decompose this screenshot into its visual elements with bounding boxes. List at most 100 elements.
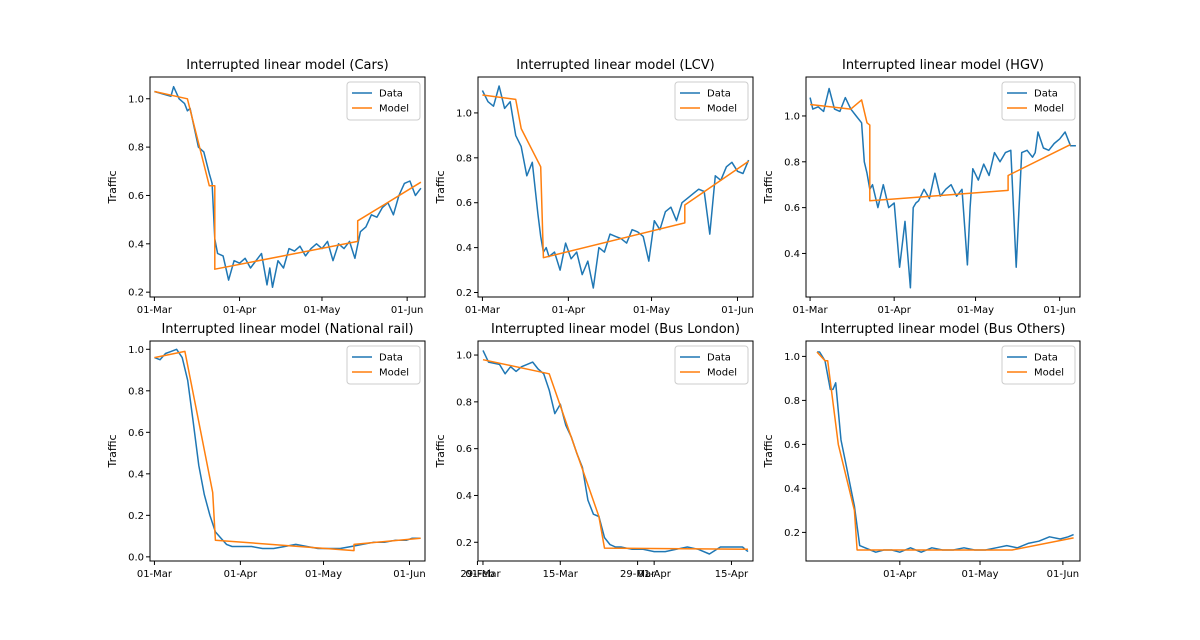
y-tick-label: 0.2	[128, 511, 144, 522]
x-tick-label: 01-Jun	[721, 305, 754, 316]
plot-frame	[477, 340, 754, 562]
chart-panel-2: Interrupted linear model (LCV) Traffic 0.2…	[434, 58, 754, 316]
x-tick-label: 01-May	[305, 569, 342, 580]
legend-label: Data	[1034, 353, 1058, 364]
x-tick-label: 01-Jun	[1043, 305, 1076, 316]
series-line-data	[482, 350, 749, 555]
plot-frame	[149, 76, 426, 298]
y-tick-label: 1.0	[456, 108, 472, 119]
legend: Data Model	[1001, 345, 1076, 385]
x-tick-label: 01-Apr	[224, 569, 258, 580]
y-axis-label: Traffic	[106, 170, 119, 204]
series-line-model	[154, 90, 422, 270]
y-axis-label: Traffic	[434, 434, 447, 468]
chart-title: Interrupted linear model (Bus London)	[491, 322, 740, 337]
plot-frame	[477, 76, 754, 298]
series-line-model	[482, 94, 750, 259]
legend-box	[1001, 81, 1076, 121]
y-tick-label: 1.0	[128, 94, 144, 105]
legend-box	[346, 81, 421, 121]
x-tick-label: 01-May	[957, 305, 994, 316]
legend-label: Data	[707, 89, 731, 100]
x-tick-label: 01-Mar	[465, 569, 501, 580]
x-tick-label: 01-Jun	[391, 305, 424, 316]
legend: Data Model	[1001, 81, 1076, 121]
y-tick-label: 0.4	[128, 239, 144, 250]
y-tick-label: 0.2	[456, 538, 472, 549]
chart-panel-5: Interrupted linear model (Bus London) Tra…	[434, 322, 754, 580]
x-tick-label: 01-Jun	[1047, 569, 1080, 580]
legend: Data Model	[346, 345, 421, 385]
y-axis-label: Traffic	[434, 170, 447, 204]
x-tick-label: 15-Apr	[715, 569, 749, 580]
x-tick-label: 01-Apr	[223, 305, 257, 316]
plot-frame	[805, 76, 1081, 298]
legend-label: Model	[1034, 368, 1064, 379]
y-tick-label: 0.8	[128, 143, 144, 154]
x-tick-label: 01-Apr	[877, 305, 911, 316]
legend-label: Model	[1034, 104, 1064, 115]
series-line-model	[154, 350, 421, 552]
y-tick-label: 0.4	[456, 243, 472, 254]
legend: Data Model	[346, 81, 421, 121]
y-tick-label: 0.6	[784, 203, 800, 214]
series-line-model	[810, 99, 1071, 202]
chart-panel-3: Interrupted linear model (HGV) Traffic 0.4…	[762, 58, 1081, 316]
y-tick-label: 0.0	[128, 552, 144, 563]
y-tick-label: 0.4	[456, 491, 472, 502]
x-tick-label: 29-Feb	[460, 569, 494, 580]
legend-label: Model	[379, 104, 409, 115]
x-tick-label: 01-Jun	[393, 569, 426, 580]
x-tick-label: 01-May	[962, 569, 999, 580]
y-tick-label: 0.2	[456, 288, 472, 299]
legend-box	[1001, 345, 1076, 385]
x-tick-label: 01-Apr	[883, 569, 917, 580]
series-line-model	[482, 358, 749, 551]
legend-box	[674, 81, 749, 121]
x-tick-label: 01-Mar	[792, 305, 828, 316]
y-tick-label: 0.8	[784, 157, 800, 168]
y-tick-label: 0.4	[128, 469, 144, 480]
plot-frame	[805, 340, 1081, 562]
legend-label: Data	[707, 353, 731, 364]
y-tick-label: 0.2	[128, 288, 144, 299]
y-tick-label: 1.0	[456, 351, 472, 362]
plot-frame	[149, 340, 426, 562]
legend-label: Model	[707, 104, 737, 115]
legend-label: Data	[379, 353, 403, 364]
x-tick-label: 01-Apr	[552, 305, 586, 316]
y-tick-label: 0.8	[128, 386, 144, 397]
legend-label: Model	[379, 368, 409, 379]
series-line-model	[816, 351, 1074, 551]
chart-panel-4: Interrupted linear model (National rail)…	[106, 322, 426, 580]
y-tick-label: 0.4	[784, 249, 800, 260]
legend: Data Model	[674, 81, 749, 121]
chart-title: Interrupted linear model (HGV)	[842, 58, 1044, 73]
y-tick-label: 0.2	[784, 528, 800, 539]
y-tick-label: 1.0	[128, 345, 144, 356]
x-tick-label: 01-Mar	[137, 569, 173, 580]
y-tick-label: 0.6	[456, 444, 472, 455]
y-tick-label: 0.6	[128, 428, 144, 439]
legend-label: Model	[707, 368, 737, 379]
x-tick-label: 01-Mar	[137, 305, 173, 316]
y-tick-label: 0.8	[456, 397, 472, 408]
y-tick-label: 0.6	[784, 440, 800, 451]
y-tick-label: 0.6	[456, 198, 472, 209]
legend: Data Model	[674, 345, 749, 385]
chart-panel-6: Interrupted linear model (Bus Others) Tra…	[762, 322, 1081, 580]
legend-label: Data	[379, 89, 403, 100]
chart-panel-1: Interrupted linear model (Cars) Traffic 0.…	[106, 58, 426, 316]
chart-title: Interrupted linear model (LCV)	[516, 58, 714, 73]
x-tick-label: 01-May	[303, 305, 340, 316]
y-tick-label: 1.0	[784, 111, 800, 122]
legend-box	[346, 345, 421, 385]
chart-title: Interrupted linear model (Bus Others)	[820, 322, 1065, 337]
y-axis-label: Traffic	[762, 434, 775, 468]
y-axis-label: Traffic	[106, 434, 119, 468]
chart-title: Interrupted linear model (Cars)	[186, 58, 388, 73]
chart-title: Interrupted linear model (National rail)	[161, 322, 413, 337]
legend-box	[674, 345, 749, 385]
x-tick-label: 29-Mar	[620, 569, 656, 580]
